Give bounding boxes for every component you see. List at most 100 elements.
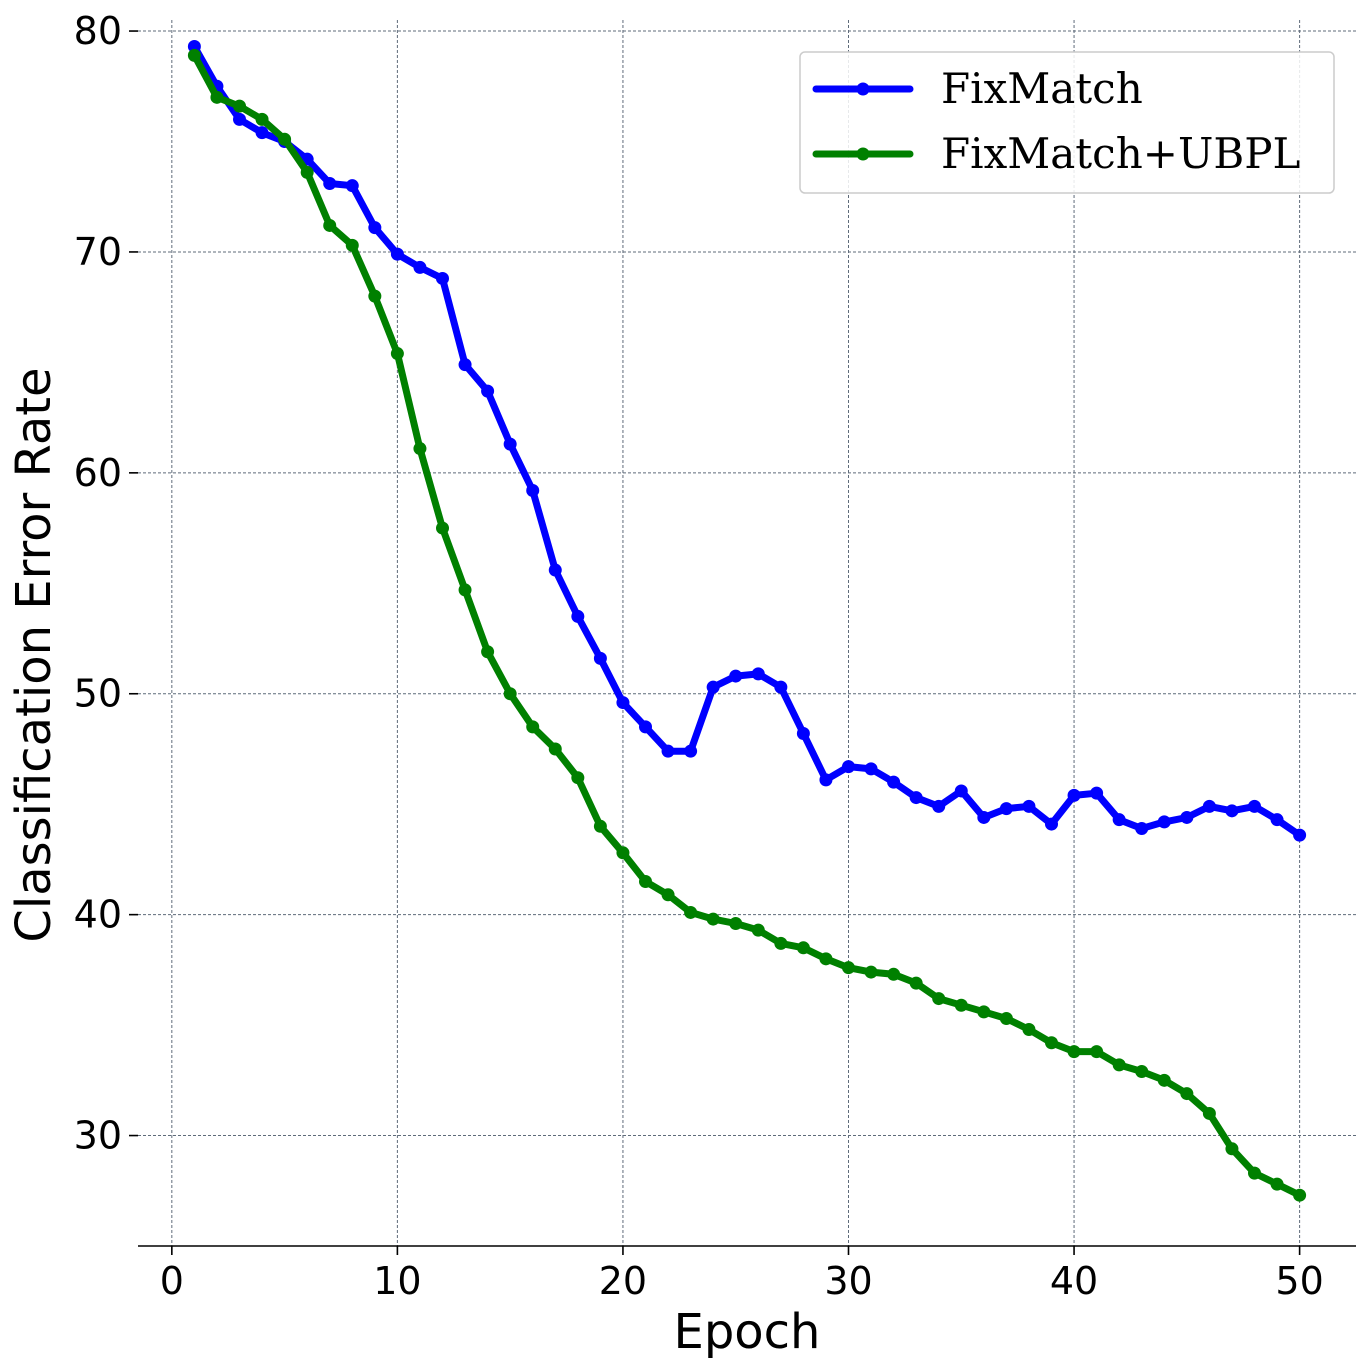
data-point <box>1045 817 1058 831</box>
data-point <box>255 112 269 126</box>
data-point <box>187 48 201 62</box>
data-point <box>977 1005 991 1019</box>
data-point <box>278 132 292 146</box>
data-point <box>1157 1073 1171 1087</box>
data-point <box>774 680 788 694</box>
data-point <box>1022 1023 1036 1037</box>
data-point <box>864 762 878 776</box>
data-point <box>345 179 359 193</box>
data-point <box>932 799 946 813</box>
data-point <box>548 563 562 577</box>
x-tick-label: 30 <box>824 1259 872 1303</box>
data-point <box>368 221 382 235</box>
data-point <box>571 771 585 785</box>
data-point <box>661 744 675 758</box>
data-point <box>1248 799 1261 813</box>
data-point <box>593 819 607 833</box>
data-point <box>481 645 495 659</box>
x-tick-label: 50 <box>1275 1259 1323 1303</box>
data-point <box>1067 788 1081 802</box>
data-point <box>1135 1064 1149 1078</box>
y-tick-label: 30 <box>74 1114 122 1158</box>
data-point <box>751 923 765 937</box>
data-point <box>300 165 314 179</box>
legend-label: FixMatch+UBPL <box>941 129 1300 178</box>
data-point <box>458 583 472 597</box>
data-point <box>706 912 720 926</box>
data-point <box>503 437 517 451</box>
data-point <box>999 1011 1013 1025</box>
data-point <box>616 696 630 710</box>
data-point <box>616 846 630 860</box>
series-layer <box>187 40 1307 1202</box>
data-point <box>390 247 404 261</box>
y-axis-ticks: 30 40 50 60 70 80 <box>74 9 138 1158</box>
data-point <box>1270 813 1284 827</box>
data-point <box>864 965 878 979</box>
data-point <box>1045 1036 1058 1050</box>
data-point <box>1157 815 1171 829</box>
data-point <box>1022 799 1036 813</box>
data-point <box>481 384 495 398</box>
data-point <box>1135 821 1149 835</box>
grid-lines <box>138 20 1356 1246</box>
data-point <box>909 976 923 990</box>
data-point <box>706 680 720 694</box>
data-point <box>233 99 246 113</box>
data-point <box>1202 799 1216 813</box>
data-point <box>503 687 517 701</box>
data-point <box>887 775 901 789</box>
x-tick-label: 0 <box>160 1259 184 1303</box>
data-point <box>1248 1166 1261 1180</box>
data-point <box>526 720 540 734</box>
legend-marker <box>856 147 870 161</box>
data-point <box>729 669 743 683</box>
y-tick-label: 70 <box>74 230 122 274</box>
data-point <box>661 888 675 902</box>
data-point <box>345 238 359 252</box>
data-point <box>1225 804 1239 818</box>
legend-box <box>799 51 1335 194</box>
data-point <box>436 271 449 285</box>
series-line <box>190 51 1304 1199</box>
data-point <box>436 521 449 535</box>
data-point <box>954 784 968 798</box>
data-point <box>1293 828 1307 842</box>
data-point <box>413 260 427 274</box>
data-point <box>1067 1045 1081 1059</box>
y-tick-label: 40 <box>74 893 122 937</box>
data-point <box>1112 813 1126 827</box>
data-point <box>458 358 472 372</box>
data-point <box>684 744 698 758</box>
x-tick-label: 40 <box>1050 1259 1098 1303</box>
data-point <box>593 651 607 665</box>
data-point <box>1225 1142 1239 1156</box>
x-axis-title: Epoch <box>674 1304 821 1360</box>
data-point <box>1180 1087 1194 1101</box>
data-point <box>1112 1058 1126 1072</box>
legend-marker <box>856 82 870 96</box>
data-point <box>954 998 968 1012</box>
x-tick-label: 10 <box>373 1259 421 1303</box>
data-point <box>796 941 810 955</box>
data-point <box>684 905 698 919</box>
data-point <box>323 176 337 190</box>
data-point <box>368 289 382 303</box>
data-point <box>729 916 743 930</box>
legend: FixMatch FixMatch+UBPL <box>799 51 1335 194</box>
data-point <box>639 720 652 734</box>
y-tick-label: 80 <box>74 9 122 53</box>
data-point <box>774 936 788 950</box>
data-point <box>1090 786 1104 800</box>
legend-label: FixMatch <box>941 64 1143 113</box>
data-point <box>751 667 765 681</box>
y-axis-title: Classification Error Rate <box>6 367 62 942</box>
data-point <box>323 218 337 232</box>
series-1 <box>187 40 1307 842</box>
data-point <box>1293 1188 1307 1202</box>
data-point <box>548 742 562 756</box>
data-point <box>233 112 246 126</box>
data-point <box>571 609 585 623</box>
y-tick-label: 50 <box>74 672 122 716</box>
